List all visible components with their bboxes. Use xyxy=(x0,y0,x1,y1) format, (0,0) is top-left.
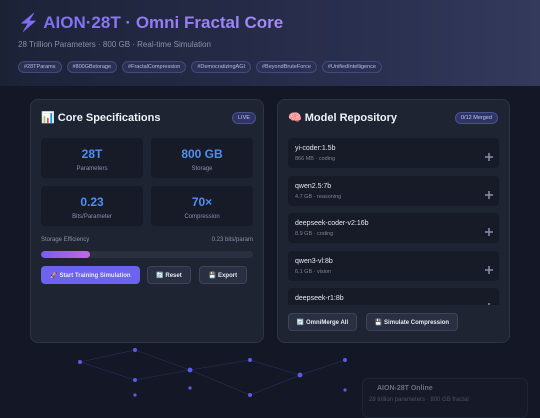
tag[interactable]: #DemocratizingAGI xyxy=(191,61,251,73)
stat-value: 70× xyxy=(191,195,213,209)
tag[interactable]: #FractalCompression xyxy=(122,61,187,73)
progress-fill xyxy=(41,251,90,258)
stat-label: Compression xyxy=(184,214,220,220)
model-name: yi-coder:1.5b xyxy=(295,145,336,152)
plus-icon xyxy=(485,228,493,236)
add-icon[interactable] xyxy=(485,148,493,166)
add-icon[interactable] xyxy=(485,298,493,305)
model-list: yi-coder:1.5b 866 MB · coding qwen2.5:7b 4.… xyxy=(288,138,499,305)
plus-icon xyxy=(485,153,493,161)
app-title: ⚡ AION·28T · Omni Fractal Core xyxy=(18,13,284,32)
button[interactable]: 🔄 Reset xyxy=(147,266,191,284)
stat-value: 0.23 xyxy=(80,195,104,209)
model-meta: 866 MB · coding xyxy=(295,156,336,162)
plus-icon xyxy=(488,303,490,305)
notification: AION-28T Online 28 trillion parameters ·… xyxy=(362,378,528,418)
model-meta: 6.1 GB · vision xyxy=(295,268,332,275)
notification-text: 28 trillion parameters · 800 GB fractal xyxy=(369,397,469,403)
model-item[interactable]: deepseek-coder-v2:16b 8.9 GB · coding xyxy=(288,213,499,243)
stat-value: 800 GB xyxy=(181,147,223,161)
button[interactable]: 🔄 OmniMerge All xyxy=(288,313,357,331)
stat-card: 0.23 Bits/Parameter xyxy=(41,186,143,226)
network-visualization xyxy=(78,348,347,397)
add-icon[interactable] xyxy=(485,223,493,241)
model-meta: 8.9 GB · coding xyxy=(295,231,334,237)
stat-card: 28T Parameters xyxy=(41,138,143,178)
efficiency-value: 0.23 bits/param xyxy=(211,237,253,243)
plus-icon xyxy=(485,190,493,199)
stat-label: Storage xyxy=(191,166,213,172)
notification-title: AION-28T Online xyxy=(377,385,433,392)
header: ⚡ AION·28T · Omni Fractal Core 28 Trilli… xyxy=(0,0,540,86)
model-item[interactable]: deepseek-r1:8b5.2 GB · reasoning xyxy=(288,288,499,305)
button[interactable]: 💾 Simulate Compression xyxy=(366,313,458,331)
tag[interactable]: #28TParams xyxy=(18,61,62,73)
efficiency-label: Storage Efficiency xyxy=(41,237,90,243)
tag[interactable]: #BeyondBruteForce xyxy=(256,61,317,73)
model-item[interactable]: yi-coder:1.5b 866 MB · coding xyxy=(288,138,499,168)
add-icon[interactable] xyxy=(485,186,493,204)
stat-card: 70× Compression xyxy=(151,186,253,226)
stat-value: 28T xyxy=(81,147,103,161)
button[interactable]: 🚀 Start Training Simulation xyxy=(41,266,140,284)
tag[interactable]: #UnifiedIntelligence xyxy=(321,61,382,73)
model-name: deepseek-r1:8b xyxy=(295,295,344,302)
merge-badge: 0/12 Merged xyxy=(455,112,498,124)
model-item[interactable]: qwen2.5:7b 4.7 GB · reasoning xyxy=(288,175,499,206)
model-item[interactable]: qwen3-vl:8b 6.1 GB · vision xyxy=(288,250,499,281)
button[interactable]: 💾 Export xyxy=(199,266,247,284)
stat-label: Bits/Parameter xyxy=(72,214,112,220)
plus-icon xyxy=(485,265,493,274)
progress-track xyxy=(41,251,253,258)
app-subtitle: 28 Trillion Parameters · 800 GB · Real-t… xyxy=(18,40,211,49)
model-name: qwen2.5:7b xyxy=(295,182,332,190)
panel-title: 🧠 Model Repository xyxy=(288,112,398,124)
tag-list: #28TParams #800GBstorage #FractalCompressi… xyxy=(18,61,382,73)
stat-card: 800 GB Storage xyxy=(151,138,253,178)
model-name: qwen3-vl:8b xyxy=(295,257,333,265)
add-icon[interactable] xyxy=(485,261,493,279)
live-badge: LIVE xyxy=(232,112,256,124)
stat-label: Parameters xyxy=(76,166,108,172)
tag[interactable]: #800GBstorage xyxy=(66,61,118,73)
panel-title: 📊 Core Specifications xyxy=(41,112,161,124)
model-meta: 4.7 GB · reasoning xyxy=(295,193,342,200)
model-name: deepseek-coder-v2:16b xyxy=(295,220,369,227)
